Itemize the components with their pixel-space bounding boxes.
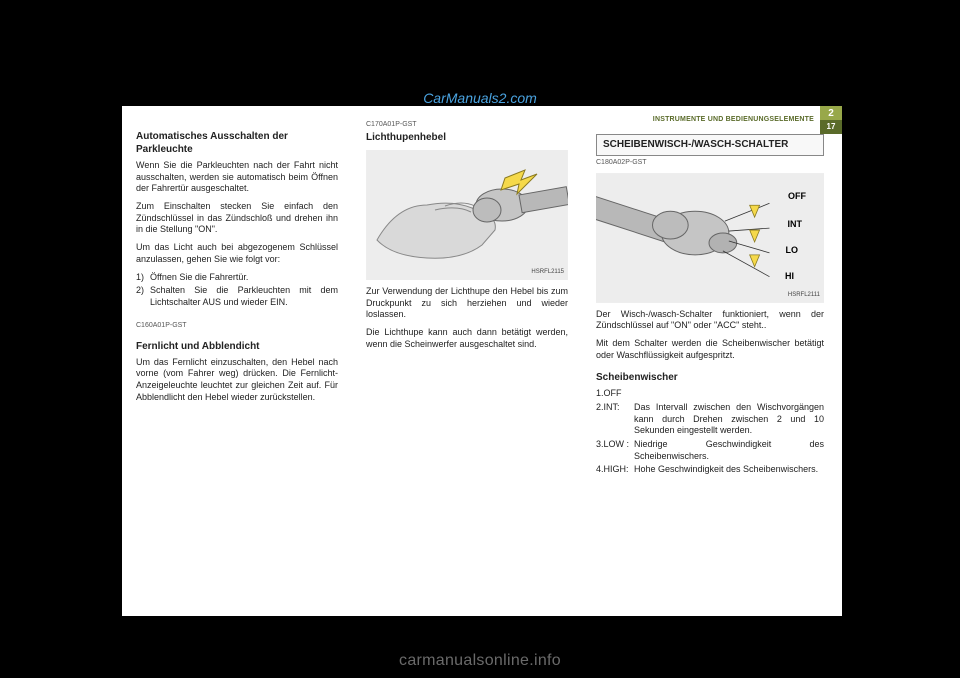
def-item: 2.INT: Das Intervall zwischen den Wischv… [596, 402, 824, 437]
def-val: Niedrige Geschwindigkeit des Scheibenwis… [634, 439, 824, 462]
label-hi: HI [785, 271, 794, 283]
heading-flash: Lichthupenhebel [366, 131, 568, 144]
def-key: 1.OFF [596, 388, 634, 400]
figure-code: C170A01P-GST [366, 120, 568, 129]
list-item: 1) Öffnen Sie die Fahrertür. [136, 272, 338, 284]
para: Wenn Sie die Parkleuchten nach der Fahrt… [136, 160, 338, 195]
column-1: Automatisches Ausschalten der Parkleucht… [122, 106, 352, 616]
figure-id: HSRFL2111 [788, 292, 820, 300]
ordered-list: 1) Öffnen Sie die Fahrertür. 2) Schalten… [136, 272, 338, 309]
def-item: 4.HIGH: Hohe Geschwindigkeit des Scheibe… [596, 464, 824, 476]
para: Der Wisch-/wasch-Schalter funktioniert, … [596, 309, 824, 332]
label-lo: LO [786, 245, 799, 257]
breadcrumb: INSTRUMENTE UND BEDIENUNGSELEMENTE [653, 115, 814, 124]
column-2: C170A01P-GST Lichthupenhebel HSRFL2115 Z… [352, 106, 582, 616]
page-tab: 17 [820, 120, 842, 134]
heading-auto-off: Automatisches Ausschalten der Parkleucht… [136, 130, 338, 156]
figure-code: C160A01P-GST [136, 321, 338, 330]
def-val: Hohe Geschwindigkeit des Scheibenwischer… [634, 464, 824, 476]
para: Die Lichthupe kann auch dann betätigt we… [366, 327, 568, 350]
figure-wiper-switch: OFF INT LO HI HSRFL2111 [596, 173, 824, 303]
para: Um das Licht auch bei abgezogenem Schlüs… [136, 242, 338, 265]
list-item: 2) Schalten Sie die Parkleuchten mit dem… [136, 285, 338, 308]
def-val: Das Intervall zwischen den Wischvorgänge… [634, 402, 824, 437]
label-int: INT [788, 219, 803, 231]
watermark-bottom: carmanualsonline.info [0, 652, 960, 670]
chapter-tab: 2 [820, 106, 842, 120]
page-tabs: 2 17 [820, 106, 842, 134]
para: Zum Einschalten stecken Sie einfach den … [136, 201, 338, 236]
def-val [634, 388, 824, 400]
page-header: INSTRUMENTE UND BEDIENUNGSELEMENTE 2 17 [582, 106, 842, 134]
list-number: 2) [136, 285, 150, 308]
def-key: 3.LOW : [596, 439, 634, 462]
def-item: 3.LOW : Niedrige Geschwindigkeit des Sch… [596, 439, 824, 462]
def-key: 4.HIGH: [596, 464, 634, 476]
para: Zur Verwendung der Lichthupe den Hebel b… [366, 286, 568, 321]
section-box: SCHEIBENWISCH-/WASCH-SCHALTER [596, 134, 824, 156]
figure-flash-lever: HSRFL2115 [366, 150, 568, 280]
figure-code: C180A02P-GST [596, 158, 824, 167]
para: Um das Fernlicht einzuschalten, den Hebe… [136, 357, 338, 404]
para: Mit dem Schalter werden die Scheibenwisc… [596, 338, 824, 361]
list-number: 1) [136, 272, 150, 284]
manual-page: Automatisches Ausschalten der Parkleucht… [122, 106, 842, 616]
figure-id: HSRFL2115 [531, 269, 564, 277]
list-text: Schalten Sie die Parkleuchten mit dem Li… [150, 285, 338, 308]
heading-wiper: Scheibenwischer [596, 371, 824, 384]
section-title: SCHEIBENWISCH-/WASCH-SCHALTER [603, 139, 817, 151]
def-item: 1.OFF [596, 388, 824, 400]
list-text: Öffnen Sie die Fahrertür. [150, 272, 338, 284]
watermark-top: CarManuals2.com [0, 90, 960, 106]
heading-highbeam: Fernlicht und Abblendicht [136, 340, 338, 353]
def-key: 2.INT: [596, 402, 634, 437]
flash-lever-illustration [366, 150, 568, 280]
column-3: INSTRUMENTE UND BEDIENUNGSELEMENTE 2 17 … [582, 106, 842, 616]
label-off: OFF [788, 191, 806, 203]
